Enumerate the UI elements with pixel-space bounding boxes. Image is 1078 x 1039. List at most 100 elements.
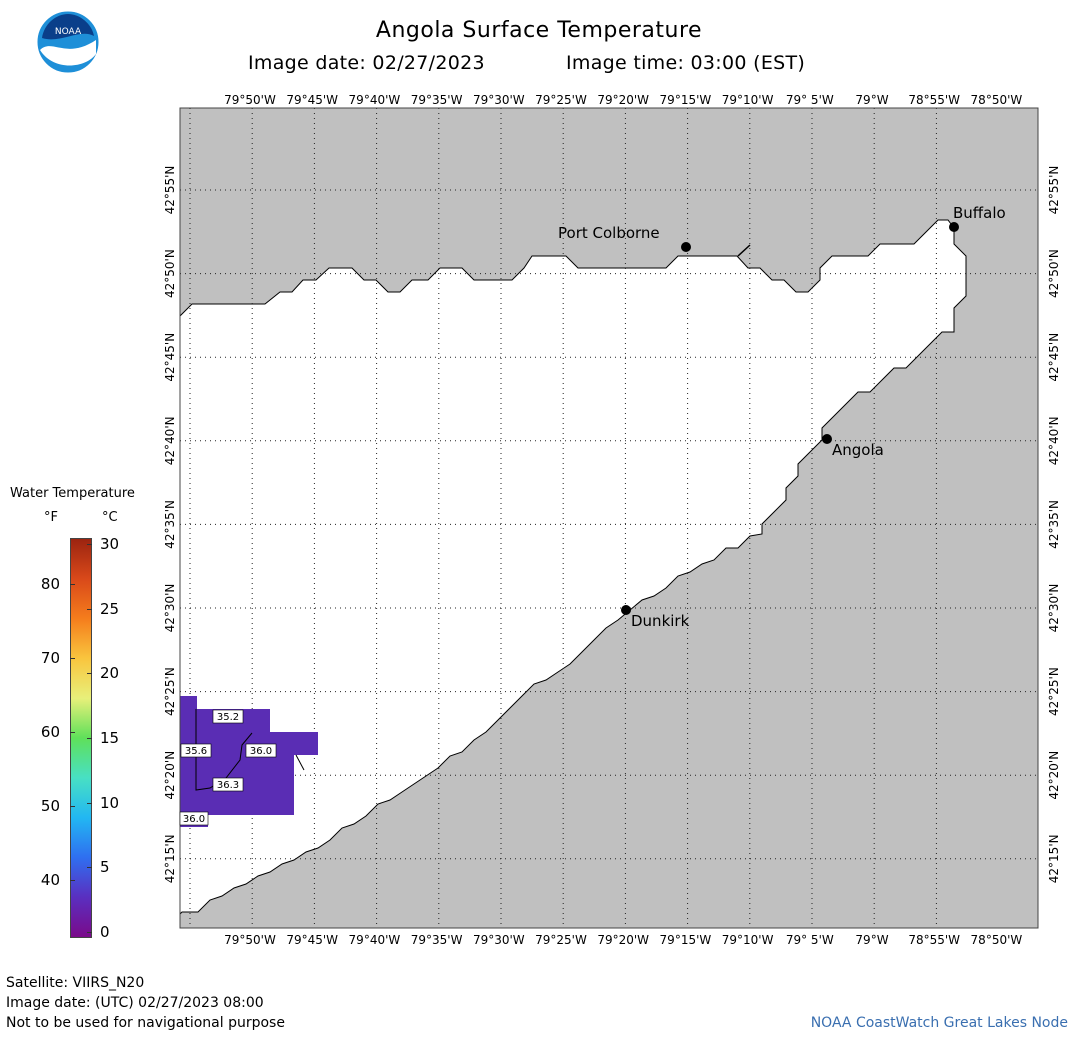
temp-label: 35.6	[180, 743, 212, 758]
legend-tick-mark	[70, 806, 75, 807]
temp-label: 36.0	[245, 743, 277, 758]
longitude-label: 79°35'W	[411, 933, 463, 947]
longitude-label: 79°20'W	[597, 933, 649, 947]
legend-title: Water Temperature	[10, 486, 135, 501]
longitude-label: 79°25'W	[535, 933, 587, 947]
image-date: Image date: 02/27/2023	[248, 52, 485, 74]
city-label: Angola	[832, 441, 884, 459]
city-marker: Dunkirk	[621, 605, 690, 630]
legend-tick-mark	[70, 732, 75, 733]
longitude-label: 78°50'W	[971, 933, 1023, 947]
legend-tick-label: 50	[40, 797, 60, 815]
disclaimer: Not to be used for navigational purpose	[6, 1015, 285, 1031]
longitude-labels-bottom: 79°50'W 79°45'W 79°40'W 79°35'W 79°30'W 79°25…	[224, 933, 1022, 947]
longitude-label: 79°30'W	[473, 933, 525, 947]
latitude-label: 42°25'N	[1047, 667, 1061, 716]
map: 35.2 35.6 36.0 36.3 36.0 Port Colborne B…	[163, 93, 1061, 947]
city-marker: Port Colborne	[558, 224, 691, 252]
legend-tick-label: 5	[100, 858, 110, 877]
longitude-label: 79°20'W	[597, 93, 649, 107]
latitude-label: 42°55'N	[163, 166, 177, 215]
longitude-label: 79°35'W	[411, 93, 463, 107]
legend-unit-f: °F	[44, 510, 58, 525]
legend-tick-label: 70	[40, 649, 60, 667]
legend-tick-label: 80	[40, 575, 60, 593]
longitude-label: 79° 5'W	[786, 933, 834, 947]
isotherm-line-2	[295, 754, 305, 771]
legend-tick-mark	[70, 880, 75, 881]
credit-link[interactable]: NOAA CoastWatch Great Lakes Node	[810, 1015, 1068, 1031]
logo-text: NOAA	[55, 27, 82, 37]
longitude-label: 79°50'W	[224, 93, 276, 107]
legend-unit-c: °C	[102, 510, 118, 525]
longitude-label: 78°55'W	[908, 93, 960, 107]
legend-tick-mark	[87, 932, 92, 933]
legend-tick-label: 10	[100, 793, 120, 812]
legend-tick-label: 20	[100, 664, 120, 683]
legend-tick-mark	[87, 544, 92, 545]
legend-tick-mark	[87, 802, 92, 804]
longitude-label: 79°40'W	[349, 933, 401, 947]
longitude-label: 79°10'W	[722, 93, 774, 107]
legend-tick-label: 25	[100, 599, 120, 618]
utc-date: Image date: (UTC) 02/27/2023 08:00	[6, 995, 264, 1011]
temp-label-text: 36.0	[183, 814, 205, 825]
longitude-label: 78°55'W	[908, 933, 960, 947]
temp-label: 35.2	[212, 709, 244, 724]
temp-label-text: 35.6	[185, 746, 207, 757]
legend-tick-mark	[87, 738, 92, 739]
temp-label-text: 36.3	[217, 780, 239, 791]
latitude-labels-right: 42°55'N 42°50'N 42°45'N 42°40'N 42°35'N 42°30…	[1047, 166, 1061, 884]
latitude-label: 42°20'N	[163, 751, 177, 800]
city-label: Buffalo	[953, 204, 1006, 222]
temp-label-text: 35.2	[217, 712, 239, 723]
legend-tick-mark	[87, 867, 92, 869]
temp-label-text: 36.0	[250, 746, 272, 757]
legend-tick-mark	[87, 608, 92, 610]
latitude-label: 42°50'N	[163, 249, 177, 298]
latitude-label: 42°40'N	[163, 416, 177, 465]
longitude-label: 79°45'W	[286, 933, 338, 947]
longitude-label: 79°50'W	[224, 933, 276, 947]
longitude-label: 79°W	[855, 93, 888, 107]
map-border	[179, 107, 1039, 929]
temp-label: 36.3	[212, 777, 244, 792]
longitude-label: 78°50'W	[971, 93, 1023, 107]
legend-tick-mark	[87, 673, 92, 675]
latitude-label: 42°15'N	[163, 834, 177, 883]
temp-label: 36.0	[179, 811, 209, 826]
legend-tick-label: 0	[100, 923, 110, 941]
longitude-label: 79°30'W	[473, 93, 525, 107]
latitude-label: 42°30'N	[1047, 584, 1061, 633]
longitude-label: 79°W	[855, 933, 888, 947]
grid	[180, 108, 1038, 928]
legend-tick-label: 60	[40, 723, 60, 741]
legend-tick-label: 40	[40, 871, 60, 889]
image-time: Image time: 03:00 (EST)	[566, 52, 806, 74]
longitude-labels-top: 79°50'W 79°45'W 79°40'W 79°35'W 79°30'W 79°25…	[224, 93, 1022, 107]
latitude-label: 42°35'N	[163, 500, 177, 549]
latitude-label: 42°30'N	[163, 584, 177, 633]
longitude-label: 79°10'W	[722, 933, 774, 947]
legend-tick-mark	[70, 584, 75, 585]
satellite-info: Satellite: VIIRS_N20	[6, 975, 145, 991]
city-label: Dunkirk	[631, 612, 690, 630]
legend-tick-label: 30	[100, 535, 120, 553]
niagara-notch	[737, 244, 751, 257]
latitude-label: 42°50'N	[1047, 249, 1061, 298]
longitude-label: 79°45'W	[286, 93, 338, 107]
legend-tick-mark	[70, 658, 75, 659]
latitude-label: 42°25'N	[163, 667, 177, 716]
latitude-label: 42°55'N	[1047, 166, 1061, 215]
latitude-label: 42°35'N	[1047, 500, 1061, 549]
latitude-label: 42°15'N	[1047, 834, 1061, 883]
legend-tick-label: 15	[100, 729, 120, 747]
latitude-labels-left: 42°55'N 42°50'N 42°45'N 42°40'N 42°35'N 42°30…	[163, 166, 177, 884]
city-label: Port Colborne	[558, 224, 660, 242]
page-title: Angola Surface Temperature	[375, 18, 703, 43]
latitude-label: 42°40'N	[1047, 416, 1061, 465]
longitude-label: 79°15'W	[660, 933, 712, 947]
latitude-label: 42°20'N	[1047, 751, 1061, 800]
longitude-label: 79°25'W	[535, 93, 587, 107]
latitude-label: 42°45'N	[1047, 333, 1061, 382]
